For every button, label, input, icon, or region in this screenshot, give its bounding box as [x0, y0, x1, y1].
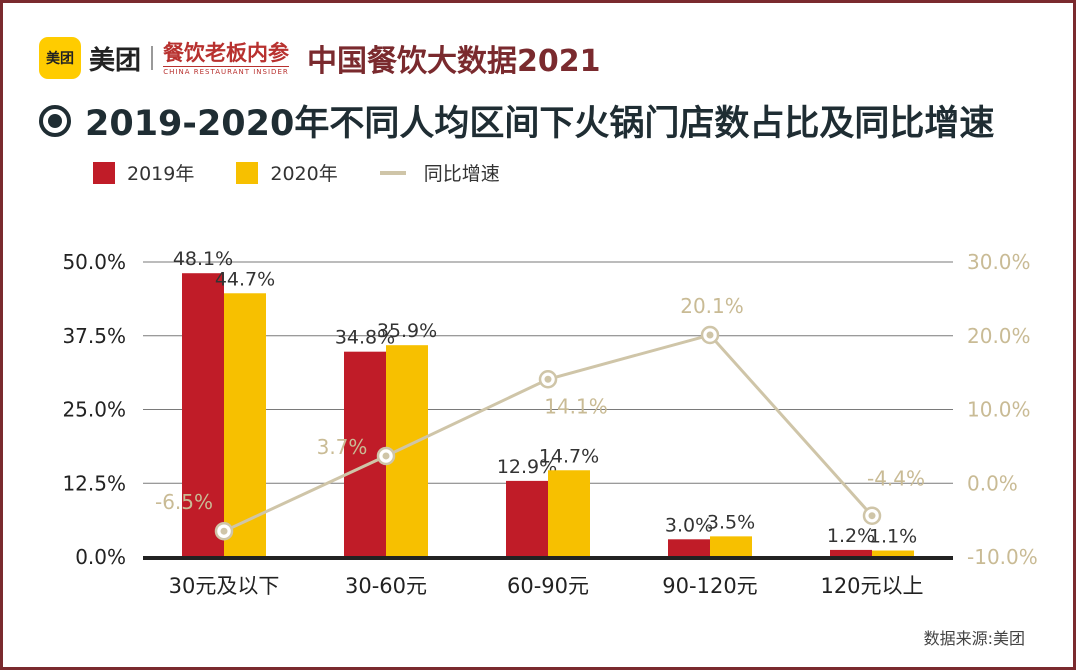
x-tick-label: 120元以上 — [820, 574, 923, 598]
growth-point — [706, 331, 714, 339]
x-tick-label: 30元及以下 — [169, 574, 280, 598]
legend-label-2019: 2019年 — [127, 163, 195, 185]
bar-label-2019: 1.2% — [827, 525, 875, 547]
y-right-tick-label: 20.0% — [967, 324, 1031, 348]
legend: 2019年 2020年 同比增速 — [93, 159, 542, 186]
y-left-tick-label: 37.5% — [62, 324, 126, 348]
bar-label-2019: 34.8% — [335, 327, 395, 349]
bar-2019 — [506, 480, 548, 557]
bar-2020 — [710, 536, 752, 557]
brand-divider — [151, 46, 154, 70]
x-tick-label: 30-60元 — [345, 574, 427, 598]
y-left-tick-label: 0.0% — [75, 545, 126, 569]
y-right-tick-label: 30.0% — [967, 250, 1031, 274]
report-title: 中国餐饮大数据2021 — [307, 44, 601, 79]
y-left-tick-label: 12.5% — [62, 471, 126, 495]
growth-label: -6.5% — [155, 490, 213, 514]
data-source: 数据来源:美团 — [923, 629, 1025, 648]
y-right-tick-label: 10.0% — [967, 398, 1031, 422]
bar-label-2020: 14.7% — [539, 445, 599, 467]
bar-2019 — [182, 273, 224, 557]
legend-swatch-2019 — [93, 161, 115, 184]
legend-label-2020: 2020年 — [270, 163, 338, 185]
legend-item-2020: 2020年 — [236, 159, 338, 186]
bar-2019 — [830, 549, 872, 557]
bar-2020 — [872, 550, 914, 557]
y-right-tick-label: 0.0% — [967, 471, 1018, 495]
growth-label: -4.4% — [867, 467, 925, 491]
legend-item-2019: 2019年 — [93, 159, 194, 186]
cri-logo: 餐饮老板内参 CHINA RESTAURANT INSIDER — [163, 39, 290, 76]
growth-point — [544, 375, 552, 383]
y-left-tick-label: 50.0% — [62, 250, 126, 274]
legend-swatch-growth — [379, 170, 406, 175]
bar-2020 — [224, 293, 266, 557]
brand-header: 美团 美团 餐饮老板内参 CHINA RESTAURANT INSIDER 中国… — [39, 33, 601, 83]
y-right-tick-label: -10.0% — [967, 545, 1038, 569]
cri-name: 餐饮老板内参 — [163, 39, 290, 65]
chart-title-row: 2019-2020年不同人均区间下火锅门店数占比及同比增速 — [39, 95, 994, 146]
legend-item-growth: 同比增速 — [379, 159, 500, 186]
x-tick-label: 90-120元 — [662, 574, 757, 598]
bar-label-2019: 48.1% — [173, 248, 233, 270]
legend-label-growth: 同比增速 — [423, 163, 500, 185]
bar-2019 — [668, 539, 710, 557]
legend-swatch-2020 — [236, 161, 259, 184]
bar-label-2020: 44.7% — [215, 268, 275, 290]
y-left-tick-label: 25.0% — [62, 398, 126, 422]
meituan-logo-icon: 美团 — [39, 37, 81, 79]
growth-label: 14.1% — [544, 394, 608, 418]
meituan-name: 美团 — [89, 45, 142, 76]
growth-point — [220, 527, 228, 535]
cri-subtitle: CHINA RESTAURANT INSIDER — [163, 65, 289, 76]
growth-point — [382, 452, 390, 460]
growth-point — [868, 512, 876, 520]
x-tick-label: 60-90元 — [507, 574, 589, 598]
target-bullet-icon — [39, 104, 71, 137]
growth-label: 20.1% — [680, 294, 744, 318]
bar-2020 — [548, 470, 590, 557]
bar-label-2020: 35.9% — [377, 320, 437, 342]
bar-label-2019: 12.9% — [497, 456, 557, 478]
bar-label-2019: 3.0% — [665, 514, 713, 536]
bar-label-2020: 1.1% — [869, 526, 917, 548]
chart-plot: 0.0% 12.5% 25.0% 37.5% 50.0% -10.0% 0.0% 10.0% 2… — [62, 248, 1038, 598]
chart-title: 2019-2020年不同人均区间下火锅门店数占比及同比增速 — [85, 104, 995, 144]
growth-label: 3.7% — [317, 435, 368, 459]
bar-label-2020: 3.5% — [707, 511, 755, 533]
